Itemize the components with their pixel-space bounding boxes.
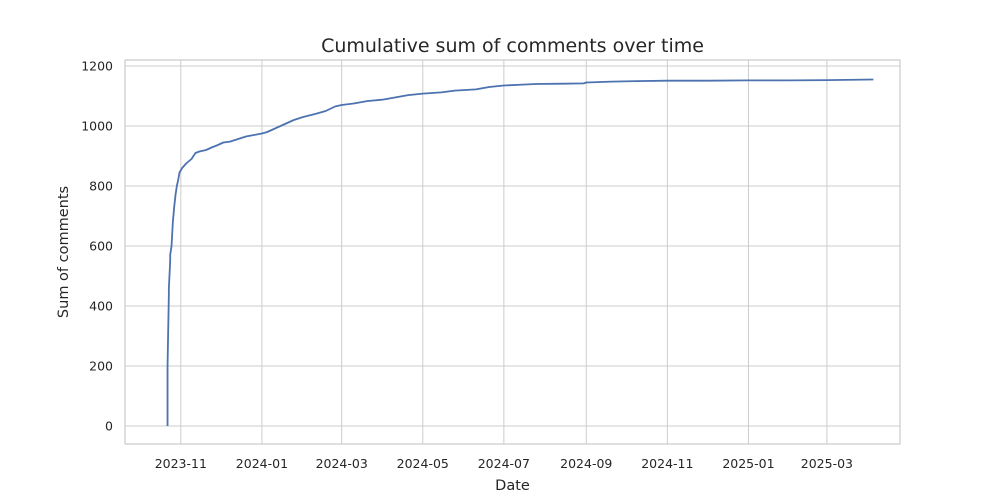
- y-axis-label: Sum of comments: [56, 186, 72, 318]
- y-tick-label: 400: [89, 299, 113, 314]
- x-tick-label: 2024-01: [236, 456, 288, 471]
- x-tick-label: 2024-07: [478, 456, 530, 471]
- x-tick-label: 2025-03: [801, 456, 853, 471]
- x-axis-label: Date: [495, 478, 530, 494]
- y-tick-label: 800: [89, 179, 113, 194]
- y-tick-label: 0: [105, 419, 113, 434]
- y-tick-label: 600: [89, 239, 113, 254]
- x-tick-label: 2024-11: [641, 456, 693, 471]
- y-tick-label: 1200: [81, 59, 113, 74]
- x-tick-label: 2023-11: [155, 456, 207, 471]
- x-tick-label: 2024-05: [397, 456, 449, 471]
- plot-frame: [124, 59, 901, 445]
- x-tick-label: 2025-01: [722, 456, 774, 471]
- y-tick-label: 1000: [81, 119, 113, 134]
- series-line: [166, 78, 874, 426]
- y-tick-label: 200: [89, 359, 113, 374]
- chart-title: Cumulative sum of comments over time: [321, 35, 704, 57]
- x-tick-label: 2024-03: [316, 456, 368, 471]
- x-tick-label: 2024-09: [560, 456, 612, 471]
